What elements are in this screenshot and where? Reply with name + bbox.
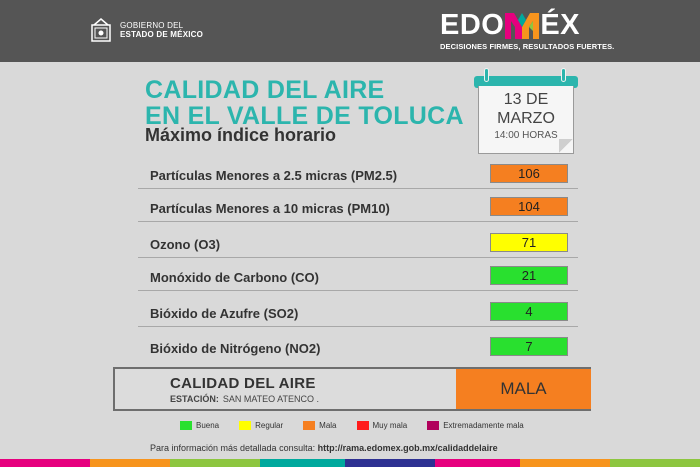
info-text: Para información más detallada consulta: bbox=[150, 443, 316, 453]
legend-swatch bbox=[303, 421, 316, 430]
stripe-segment bbox=[520, 459, 610, 467]
edomex-logo[interactable]: EDO ÉX DECISIONES FIRMES, RESULTADOS FUE… bbox=[440, 8, 640, 51]
pollutant-label: Bióxido de Nitrógeno (NO2) bbox=[150, 341, 321, 356]
pollutant-label: Ozono (O3) bbox=[150, 237, 221, 252]
info-url-link[interactable]: http://rama.edomex.gob.mx/calidaddelaire bbox=[317, 443, 498, 453]
stripe-segment bbox=[170, 459, 260, 467]
pollutant-value: 7 bbox=[490, 337, 568, 356]
overall-quality-value: MALA bbox=[456, 369, 591, 409]
pollutant-label: Monóxido de Carbono (CO) bbox=[150, 270, 319, 285]
overall-quality-box: CALIDAD DEL AIRE ESTACIÓN: SAN MATEO ATEN… bbox=[113, 367, 591, 411]
government-name: GOBIERNO DEL ESTADO DE MÉXICO bbox=[120, 21, 203, 39]
color-stripe bbox=[0, 459, 700, 467]
subtitle: Máximo índice horario bbox=[145, 125, 337, 145]
pollutant-row: Bióxido de Azufre (SO2) 4 bbox=[138, 301, 578, 327]
title-line1: CALIDAD DEL AIRE bbox=[145, 76, 385, 104]
pollutant-row: Partículas Menores a 2.5 micras (PM2.5) … bbox=[138, 163, 578, 189]
edomex-wordmark: EDO ÉX bbox=[440, 8, 640, 40]
overall-quality-title: CALIDAD DEL AIRE bbox=[170, 375, 316, 392]
brand-tagline: DECISIONES FIRMES, RESULTADOS FUERTES. bbox=[440, 42, 615, 51]
calendar-binder bbox=[474, 76, 578, 88]
brand-suffix: ÉX bbox=[540, 9, 581, 41]
brand-m-icon bbox=[505, 13, 540, 39]
calendar-ring-right bbox=[561, 68, 566, 82]
header-bar: GOBIERNO DEL ESTADO DE MÉXICO EDO ÉX DEC… bbox=[0, 0, 700, 62]
legend-label: Regular bbox=[255, 421, 284, 430]
pollutant-row: Ozono (O3) 71 bbox=[138, 232, 578, 258]
legend-swatch bbox=[239, 421, 252, 430]
legend: Buena Regular Mala Muy mala Extremadamen… bbox=[180, 421, 544, 430]
calendar-month: MARZO bbox=[497, 110, 555, 127]
pollutant-value: 104 bbox=[490, 197, 568, 216]
info-line: Para información más detallada consulta:… bbox=[150, 443, 498, 453]
stripe-segment bbox=[90, 459, 170, 467]
legend-item: Mala bbox=[303, 421, 337, 430]
calendar-ring-left bbox=[484, 68, 489, 82]
pollutant-row: Partículas Menores a 10 micras (PM10) 10… bbox=[138, 196, 578, 222]
title-line2: EN EL VALLE DE TOLUCA bbox=[145, 102, 464, 130]
legend-label: Buena bbox=[196, 421, 220, 430]
pollutant-value: 71 bbox=[490, 233, 568, 252]
state-seal-icon bbox=[91, 18, 111, 42]
stripe-segment bbox=[260, 459, 345, 467]
pollutant-row: Monóxido de Carbono (CO) 21 bbox=[138, 265, 578, 291]
pollutant-value: 4 bbox=[490, 302, 568, 321]
legend-swatch bbox=[180, 421, 192, 430]
government-logo[interactable]: GOBIERNO DEL ESTADO DE MÉXICO bbox=[90, 17, 203, 43]
pollutant-value: 21 bbox=[490, 266, 568, 285]
legend-item: Muy mala bbox=[356, 421, 408, 430]
page-curl bbox=[559, 139, 573, 153]
legend-swatch bbox=[356, 421, 369, 430]
legend-swatch bbox=[427, 421, 440, 430]
station-label: ESTACIÓN: bbox=[170, 394, 219, 404]
pollutant-label: Bióxido de Azufre (SO2) bbox=[150, 306, 299, 321]
station-name: SAN MATEO ATENCO . bbox=[222, 394, 320, 404]
row-divider bbox=[138, 257, 578, 258]
calendar-widget: 13 DE MARZO 14:00 HORAS bbox=[474, 66, 578, 156]
pollutant-label: Partículas Menores a 10 micras (PM10) bbox=[150, 201, 390, 216]
legend-label: Extremadamente mala bbox=[443, 421, 524, 430]
pollutant-value: 106 bbox=[490, 164, 568, 183]
calendar-page: 13 DE MARZO 14:00 HORAS bbox=[478, 86, 574, 154]
row-divider bbox=[138, 221, 578, 222]
legend-item: Buena bbox=[180, 421, 219, 430]
pollutant-row: Bióxido de Nitrógeno (NO2) 7 bbox=[138, 336, 578, 362]
brand-prefix: EDO bbox=[440, 9, 505, 41]
row-divider bbox=[138, 326, 578, 327]
pollutant-label: Partículas Menores a 2.5 micras (PM2.5) bbox=[150, 168, 398, 183]
station-line: ESTACIÓN: SAN MATEO ATENCO . bbox=[170, 394, 319, 404]
legend-label: Mala bbox=[319, 421, 337, 430]
calendar-day: 13 DE bbox=[503, 91, 549, 108]
stripe-segment bbox=[0, 459, 90, 467]
stripe-segment bbox=[610, 459, 700, 467]
legend-item: Regular bbox=[239, 421, 283, 430]
stripe-segment bbox=[345, 459, 435, 467]
legend-label: Muy mala bbox=[372, 421, 408, 430]
calendar-time: 14:00 HORAS bbox=[494, 130, 558, 141]
row-divider bbox=[138, 290, 578, 291]
stripe-segment bbox=[435, 459, 520, 467]
legend-item: Extremadamente mala bbox=[427, 421, 524, 430]
government-line1: GOBIERNO DEL bbox=[120, 21, 184, 30]
government-line2: ESTADO DE MÉXICO bbox=[120, 30, 204, 39]
row-divider bbox=[138, 188, 578, 189]
